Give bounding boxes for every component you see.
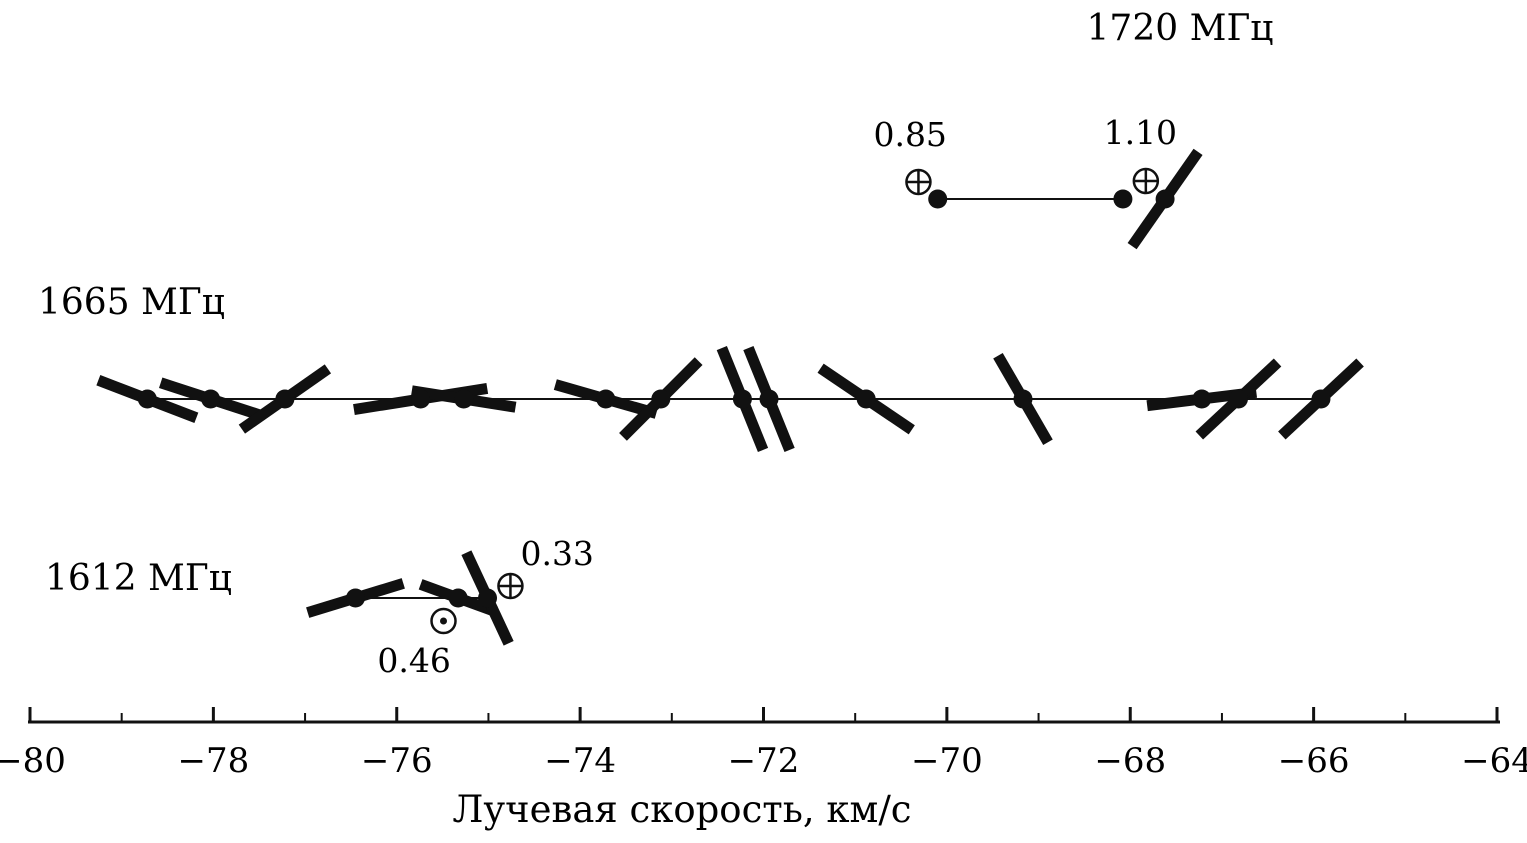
feature-dot	[448, 588, 468, 608]
feature-dot	[732, 389, 752, 409]
x-tick-label: −70	[911, 741, 983, 781]
feature-dot	[275, 389, 295, 409]
x-tick-label: −74	[544, 741, 616, 781]
feature-dot	[1228, 389, 1248, 409]
feature-dot	[1113, 189, 1133, 209]
circled-dot-center	[440, 617, 448, 625]
feature-dot	[478, 588, 498, 608]
feature-dot	[856, 389, 876, 409]
feature-dot	[1013, 389, 1033, 409]
flux-ratio-label: 0.33	[520, 534, 593, 573]
feature-dot	[345, 588, 365, 608]
x-axis-title: Лучевая скорость, км/с	[452, 788, 912, 831]
feature-dot	[651, 389, 671, 409]
x-tick-label: −68	[1094, 741, 1166, 781]
feature-dot	[201, 389, 221, 409]
flux-ratio-label: 1.10	[1104, 113, 1177, 152]
flux-ratio-label: 0.85	[873, 115, 946, 154]
feature-dot	[137, 389, 157, 409]
frequency-label: 1720 МГц	[1087, 8, 1274, 49]
feature-dot	[759, 389, 779, 409]
feature-dot	[1155, 189, 1175, 209]
feature-dot	[596, 389, 616, 409]
x-tick-label: −72	[728, 741, 800, 781]
feature-dot	[928, 189, 948, 209]
x-tick-label: −64	[1461, 741, 1527, 781]
x-tick-label: −66	[1278, 741, 1350, 781]
x-tick-label: −78	[177, 741, 249, 781]
x-tick-label: −76	[361, 741, 433, 781]
frequency-label: 1612 МГц	[45, 558, 232, 599]
feature-dot	[454, 389, 474, 409]
feature-dot	[411, 389, 431, 409]
x-tick-label: −80	[0, 741, 66, 781]
feature-dot	[1192, 389, 1212, 409]
frequency-label: 1665 МГц	[38, 282, 225, 323]
feature-dot	[1311, 389, 1331, 409]
flux-ratio-label: 0.46	[377, 641, 450, 680]
